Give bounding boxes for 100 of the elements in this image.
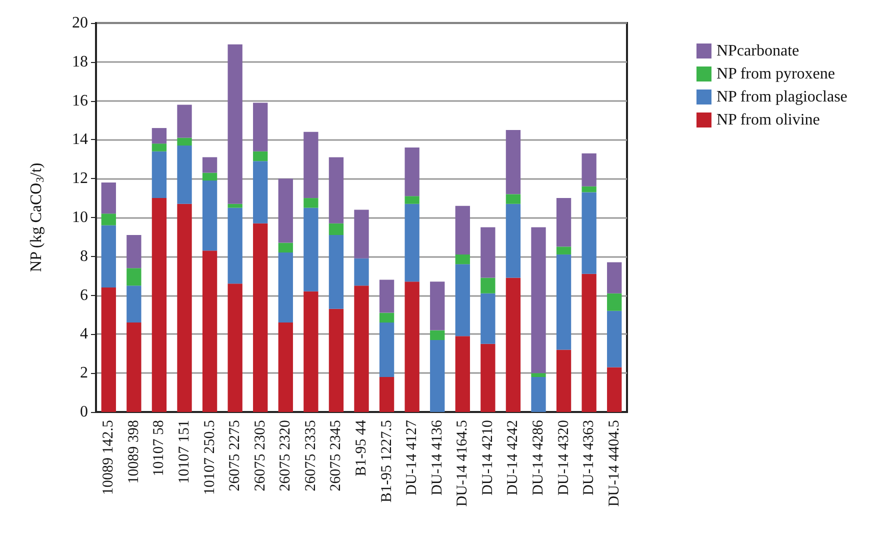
bar [202, 180, 218, 251]
x-tick-label: DU-14 4164.5 [454, 420, 471, 507]
bar [556, 246, 572, 254]
bar [328, 235, 344, 309]
bar [101, 182, 116, 214]
bar [152, 144, 167, 152]
bar [177, 146, 192, 204]
bar [607, 262, 622, 294]
bar [126, 235, 142, 268]
bar [328, 308, 344, 412]
bar [582, 192, 596, 274]
bar [531, 227, 546, 374]
x-tick-label: 10107 58 [151, 420, 168, 476]
bar [126, 268, 142, 286]
bar [379, 312, 394, 323]
bar [101, 214, 116, 226]
bar [404, 204, 420, 282]
x-tick-label: B1-95 44 [354, 420, 370, 476]
legend-label: NPcarbonate [716, 42, 800, 60]
x-tick-label: 26075 2275 [227, 420, 244, 492]
legend-label: NP from plagioclase [716, 88, 848, 106]
y-tick-label: 10 [72, 209, 88, 226]
bar [430, 282, 445, 330]
bar [506, 204, 521, 278]
bar [253, 102, 268, 152]
bar [304, 291, 318, 412]
y-tick-label: 0 [80, 404, 88, 420]
bar [455, 336, 470, 412]
y-tick-label: 4 [80, 326, 88, 343]
x-tick-label: 10107 151 [176, 420, 192, 484]
x-tick-label: 10107 250.5 [202, 420, 218, 495]
x-tick-label: 26075 2305 [252, 420, 268, 492]
x-tick-label: DU-14 4127 [404, 420, 420, 496]
bar [177, 104, 192, 138]
bar [506, 278, 521, 412]
y-tick-label: 14 [72, 131, 88, 148]
bar [455, 254, 470, 264]
bar [278, 178, 293, 243]
bar [202, 157, 218, 173]
bar [278, 252, 293, 323]
bar [177, 204, 192, 412]
x-tick-label: DU-14 4363 [581, 420, 598, 496]
bar [556, 198, 572, 247]
bar [304, 198, 318, 208]
bar [328, 223, 344, 236]
bar [556, 350, 572, 412]
bar [404, 282, 420, 412]
bar [506, 130, 521, 194]
bar [126, 322, 142, 412]
bar [202, 172, 218, 181]
y-tick-label: 2 [80, 364, 88, 382]
x-tick-label: DU-14 4286 [530, 420, 546, 496]
bar [379, 322, 394, 377]
bar [480, 227, 496, 278]
bar [480, 344, 496, 412]
bar [152, 198, 167, 412]
bar [582, 274, 596, 412]
bar [228, 44, 242, 204]
bar [354, 258, 369, 286]
bar [379, 376, 394, 412]
bar [304, 132, 318, 198]
x-tick-label: DU-14 4242 [505, 420, 522, 496]
x-tick-label: 26075 2320 [278, 420, 294, 492]
bar [531, 376, 546, 412]
bar [607, 310, 622, 368]
bar [228, 204, 242, 208]
x-tick-label: 26075 2335 [302, 420, 319, 492]
bar [607, 293, 622, 311]
bar [304, 208, 318, 292]
bar [354, 286, 369, 412]
bar [455, 264, 470, 336]
bar [455, 206, 470, 254]
bar [152, 151, 167, 198]
x-tick-label: DU-14 4210 [480, 420, 496, 496]
bar [582, 153, 596, 186]
x-tick-label: 10089 398 [126, 420, 142, 484]
x-tick-label: DU-14 4320 [556, 420, 572, 496]
bar [101, 288, 116, 412]
y-tick-label: 12 [72, 170, 88, 188]
bar [328, 157, 344, 224]
bar [202, 250, 218, 412]
x-tick-label: B1-95 1227.5 [378, 420, 395, 502]
bar [556, 254, 572, 350]
bar [354, 210, 369, 258]
bar [253, 223, 268, 412]
bar [228, 284, 242, 412]
bar [582, 186, 596, 192]
bar [379, 280, 394, 313]
bar [152, 128, 167, 144]
bar [506, 194, 521, 204]
bar [607, 367, 622, 412]
bar [430, 330, 445, 340]
y-tick-label: 8 [80, 248, 88, 265]
x-tick-label: DU-14 4136 [429, 420, 446, 496]
bar [480, 278, 496, 294]
bar [177, 138, 192, 146]
bar [253, 151, 268, 162]
bar [531, 373, 546, 377]
x-tick-label: DU-14 4404.5 [606, 420, 622, 507]
x-tick-label: 10089 142.5 [100, 420, 117, 495]
